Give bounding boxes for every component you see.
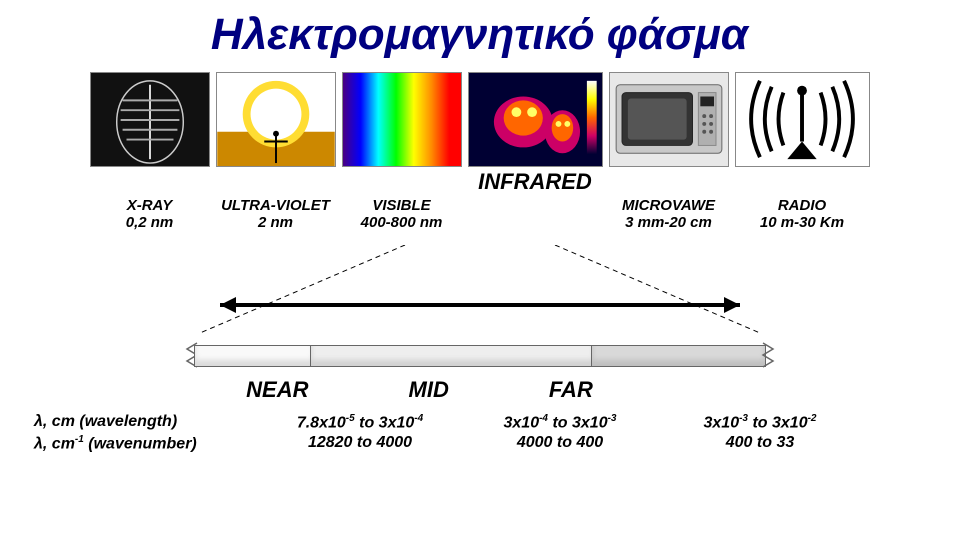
wavelength-far: 3x10-3 to 3x10-2 xyxy=(660,413,860,432)
sun-image xyxy=(216,72,336,167)
visible-spectrum-image xyxy=(342,72,462,167)
page-title: Ηλεκτρομαγνητικό φάσμα xyxy=(30,10,929,60)
wavenumber-label: λ, cm-1 (wavenumber) xyxy=(30,434,260,453)
wavelength-mid: 3x10-4 to 3x10-3 xyxy=(460,413,660,432)
wavenumber-mid: 4000 to 400 xyxy=(460,434,660,453)
wavelength-near: 7.8x10-5 to 3x10-4 xyxy=(260,413,460,432)
xray-name: X-RAY xyxy=(127,197,173,214)
near-label: NEAR xyxy=(246,377,308,403)
radio-image xyxy=(735,72,870,167)
infrared-label: INFRARED xyxy=(468,169,603,195)
microwave-range: 3 mm-20 cm xyxy=(609,214,729,231)
near-mid-far-row: NEAR MID FAR xyxy=(30,377,929,403)
wavenumber-far: 400 to 33 xyxy=(660,434,860,453)
xray-label: X-RAY 0,2 nm xyxy=(90,197,210,231)
infrared-column xyxy=(468,72,603,167)
wavenumber-near: 12820 to 4000 xyxy=(260,434,460,453)
microwave-label: MICROVAWE 3 mm-20 cm xyxy=(609,197,729,231)
radio-label: RADIO 10 m-30 Km xyxy=(735,197,870,231)
spectrum-images-row xyxy=(30,72,929,167)
radio-range: 10 m-30 Km xyxy=(735,214,870,231)
far-label: FAR xyxy=(549,377,593,403)
ir-band-row xyxy=(140,341,820,371)
wavelength-label: λ, cm (wavelength) xyxy=(30,413,260,432)
xray-range: 0,2 nm xyxy=(90,214,210,231)
spectrum-labels-row: X-RAY 0,2 nm ULTRA-VIOLET 2 nm VISIBLE 4… xyxy=(30,197,929,231)
visible-label: VISIBLE 400-800 nm xyxy=(342,197,462,231)
thermal-image xyxy=(468,72,603,167)
visible-range: 400-800 nm xyxy=(342,214,462,231)
microwave-image xyxy=(609,72,729,167)
uv-range: 2 nm xyxy=(216,214,336,231)
visible-name: VISIBLE xyxy=(372,197,430,214)
expansion-lines xyxy=(160,245,800,335)
uv-name: ULTRA-VIOLET xyxy=(221,197,330,214)
uv-label: ULTRA-VIOLET 2 nm xyxy=(216,197,336,231)
ir-data-grid: λ, cm (wavelength) 7.8x10-5 to 3x10-4 3x… xyxy=(30,413,929,454)
zigzag-right-icon xyxy=(761,341,791,371)
near-band xyxy=(194,345,314,367)
far-band xyxy=(591,345,766,367)
microwave-name: MICROVAWE xyxy=(622,197,715,214)
mid-label: MID xyxy=(409,377,449,403)
mid-band xyxy=(310,345,595,367)
xray-image xyxy=(90,72,210,167)
radio-name: RADIO xyxy=(778,197,826,214)
infrared-label-row: INFRARED xyxy=(30,169,929,195)
